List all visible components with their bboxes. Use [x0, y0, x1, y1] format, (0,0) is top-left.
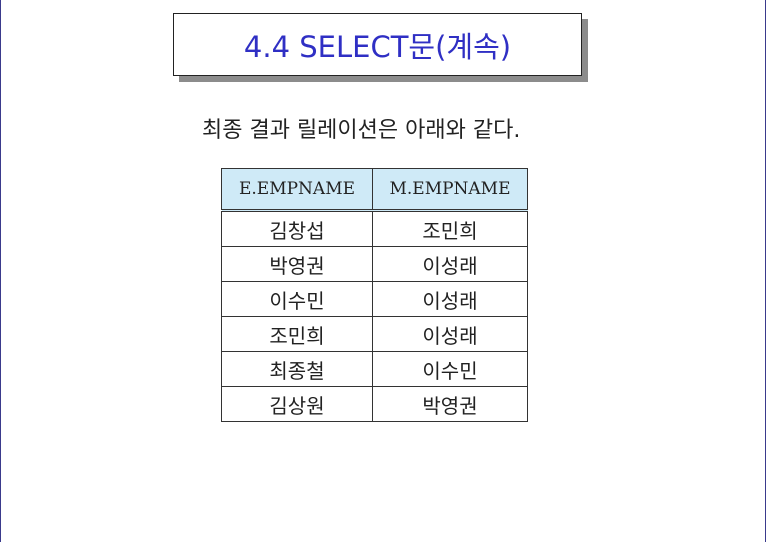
table-row: 조민희 이성래 [221, 316, 528, 352]
cell-e-empname: 박영권 [221, 246, 373, 282]
cell-m-empname: 이수민 [372, 351, 528, 387]
cell-e-empname: 조민희 [221, 316, 373, 352]
cell-m-empname: 박영권 [372, 386, 528, 422]
cell-m-empname: 이성래 [372, 281, 528, 317]
result-table: E.EMPNAME M.EMPNAME 김창섭 조민희 박영권 이성래 이수민 … [221, 168, 528, 422]
cell-e-empname: 김상원 [221, 386, 373, 422]
cell-e-empname: 김창섭 [221, 210, 373, 247]
column-header-e-empname: E.EMPNAME [221, 168, 373, 212]
cell-m-empname: 이성래 [372, 246, 528, 282]
table-header-row: E.EMPNAME M.EMPNAME [221, 168, 528, 212]
table-row: 박영권 이성래 [221, 246, 528, 282]
column-header-m-empname: M.EMPNAME [372, 168, 528, 212]
table-row: 김창섭 조민희 [221, 210, 528, 247]
title-box: 4.4 SELECT문(계속) [173, 13, 582, 76]
cell-m-empname: 조민희 [372, 210, 528, 247]
table-row: 이수민 이성래 [221, 281, 528, 317]
table-row: 최종철 이수민 [221, 351, 528, 387]
cell-m-empname: 이성래 [372, 316, 528, 352]
cell-e-empname: 이수민 [221, 281, 373, 317]
cell-e-empname: 최종철 [221, 351, 373, 387]
caption-text: 최종 결과 릴레이션은 아래와 같다. [202, 118, 521, 143]
slide-title: 4.4 SELECT문(계속) [243, 29, 512, 64]
table-row: 김상원 박영권 [221, 386, 528, 422]
